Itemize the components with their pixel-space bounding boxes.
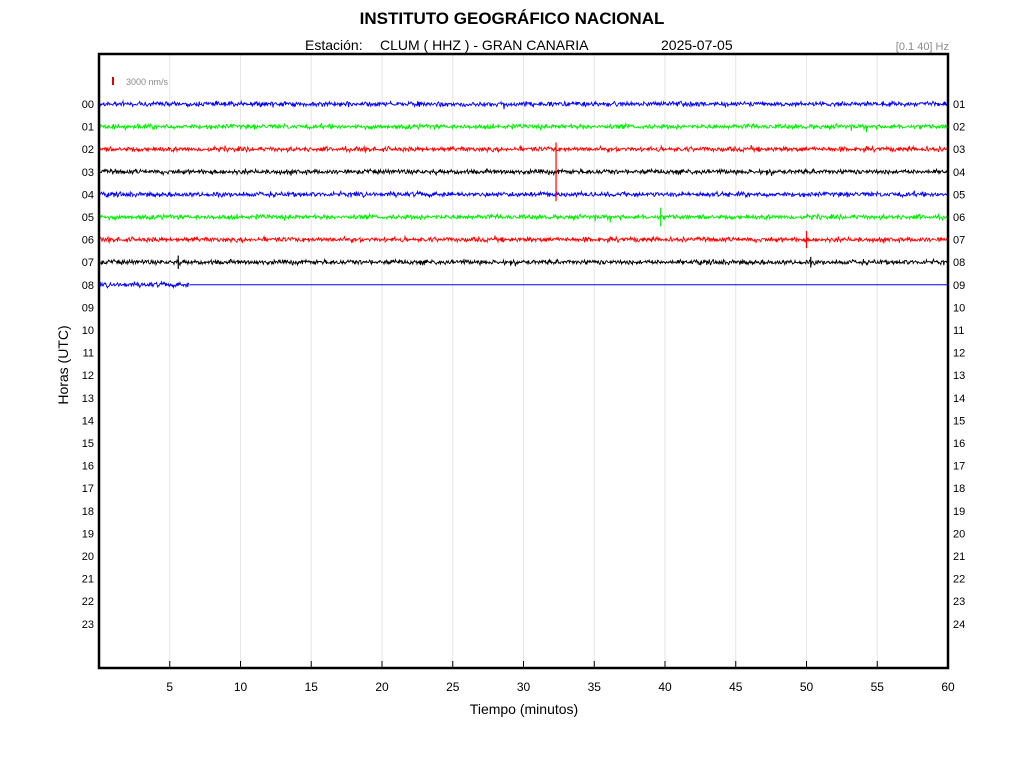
hour-label-left: 21	[82, 574, 94, 586]
hour-label-left: 18	[82, 506, 94, 518]
hour-label-right: 19	[953, 506, 965, 518]
hour-label-left: 07	[82, 257, 94, 269]
event-spikes	[177, 142, 812, 269]
hour-label-right: 21	[953, 551, 965, 563]
hour-label-right: 18	[953, 483, 965, 495]
hour-label-left: 10	[82, 325, 94, 337]
station-prefix: Estación:	[305, 37, 363, 53]
hour-label-right: 06	[953, 212, 965, 224]
hour-label-right: 16	[953, 438, 965, 450]
station-name: CLUM ( HHZ ) - GRAN CANARIA	[380, 37, 589, 53]
hour-label-left: 19	[82, 528, 94, 540]
y-axis-title: Horas (UTC)	[55, 325, 71, 404]
hour-label-left: 00	[82, 99, 94, 111]
scale-bar: 3000 nm/s	[112, 77, 169, 87]
x-tick-label: 15	[305, 680, 319, 694]
hour-label-left: 01	[82, 122, 94, 134]
trace-hour-08	[98, 280, 190, 290]
hour-label-left: 16	[82, 461, 94, 473]
hour-label-left: 11	[83, 348, 94, 360]
hour-label-left: 06	[82, 235, 94, 247]
x-tick-label: 35	[588, 680, 602, 694]
hour-label-right: 12	[953, 348, 965, 360]
hour-label-right: 09	[953, 280, 965, 292]
hour-label-right: 11	[953, 325, 964, 337]
trace-hour-05	[98, 212, 948, 223]
hour-label-left: 13	[82, 393, 94, 405]
grid-lines	[169, 54, 878, 668]
hour-label-right: 02	[953, 122, 965, 134]
trace-hour-04	[98, 189, 948, 199]
hour-label-right: 04	[953, 167, 965, 179]
x-axis-ticks: 5 10 15 20 25 30 35 40 45 50 55 60	[166, 661, 955, 694]
hour-label-right: 05	[953, 189, 965, 201]
trace-hour-07	[98, 257, 948, 267]
page-title: INSTITUTO GEOGRÁFICO NACIONAL	[359, 9, 665, 28]
hour-label-left: 15	[82, 438, 94, 450]
record-date: 2025-07-05	[661, 37, 733, 53]
hour-label-right: 17	[953, 461, 965, 473]
hour-label-left: 22	[82, 596, 94, 608]
scale-bar-label: 3000 nm/s	[126, 77, 169, 87]
x-axis-title: Tiempo (minutos)	[470, 701, 578, 717]
x-tick-label: 30	[517, 680, 531, 694]
hour-label-right: 15	[953, 415, 965, 427]
hour-label-right: 14	[953, 393, 965, 405]
x-tick-label: 50	[800, 680, 814, 694]
filter-band: [0.1 40] Hz	[895, 41, 949, 53]
hour-label-left: 08	[82, 280, 94, 292]
x-tick-label: 20	[375, 680, 389, 694]
hour-label-right: 22	[953, 574, 965, 586]
hour-label-right: 01	[953, 99, 965, 111]
hour-label-left: 03	[82, 167, 94, 179]
hour-label-left: 17	[82, 483, 94, 495]
hour-label-left: 12	[82, 370, 94, 382]
x-tick-label: 55	[871, 680, 885, 694]
hour-label-left: 02	[82, 144, 94, 156]
trace-hour-01	[98, 121, 948, 133]
trace-hour-00	[98, 99, 948, 110]
hour-label-right: 07	[953, 235, 965, 247]
hour-labels-left: 00 01 02 03 04 05 06 07 08 09 10 11 12 13 14 15 16 17 18 19…	[82, 99, 94, 631]
x-tick-label: 45	[729, 680, 743, 694]
hour-label-left: 09	[82, 302, 94, 314]
hour-label-right: 23	[953, 596, 965, 608]
x-tick-label: 5	[166, 680, 173, 694]
hour-label-right: 10	[953, 302, 965, 314]
hour-label-left: 14	[82, 415, 94, 427]
hour-labels-right: 01 02 03 04 05 06 07 08 09 10 11 12 13 14 15 16 17 18 19 20…	[953, 99, 965, 631]
hour-label-right: 03	[953, 144, 965, 156]
hour-label-left: 23	[82, 619, 94, 631]
hour-label-right: 24	[953, 619, 965, 631]
x-tick-label: 25	[446, 680, 460, 694]
hour-label-left: 04	[82, 189, 94, 201]
hour-label-left: 05	[82, 212, 94, 224]
trace-hour-02	[98, 144, 948, 154]
hour-label-left: 20	[82, 551, 94, 563]
hour-label-right: 13	[953, 370, 965, 382]
x-tick-label: 10	[234, 680, 248, 694]
hour-label-right: 08	[953, 257, 965, 269]
hour-label-right: 20	[953, 528, 965, 540]
trace-hour-03	[98, 167, 948, 177]
x-tick-label: 40	[658, 680, 672, 694]
x-tick-label: 60	[941, 680, 955, 694]
